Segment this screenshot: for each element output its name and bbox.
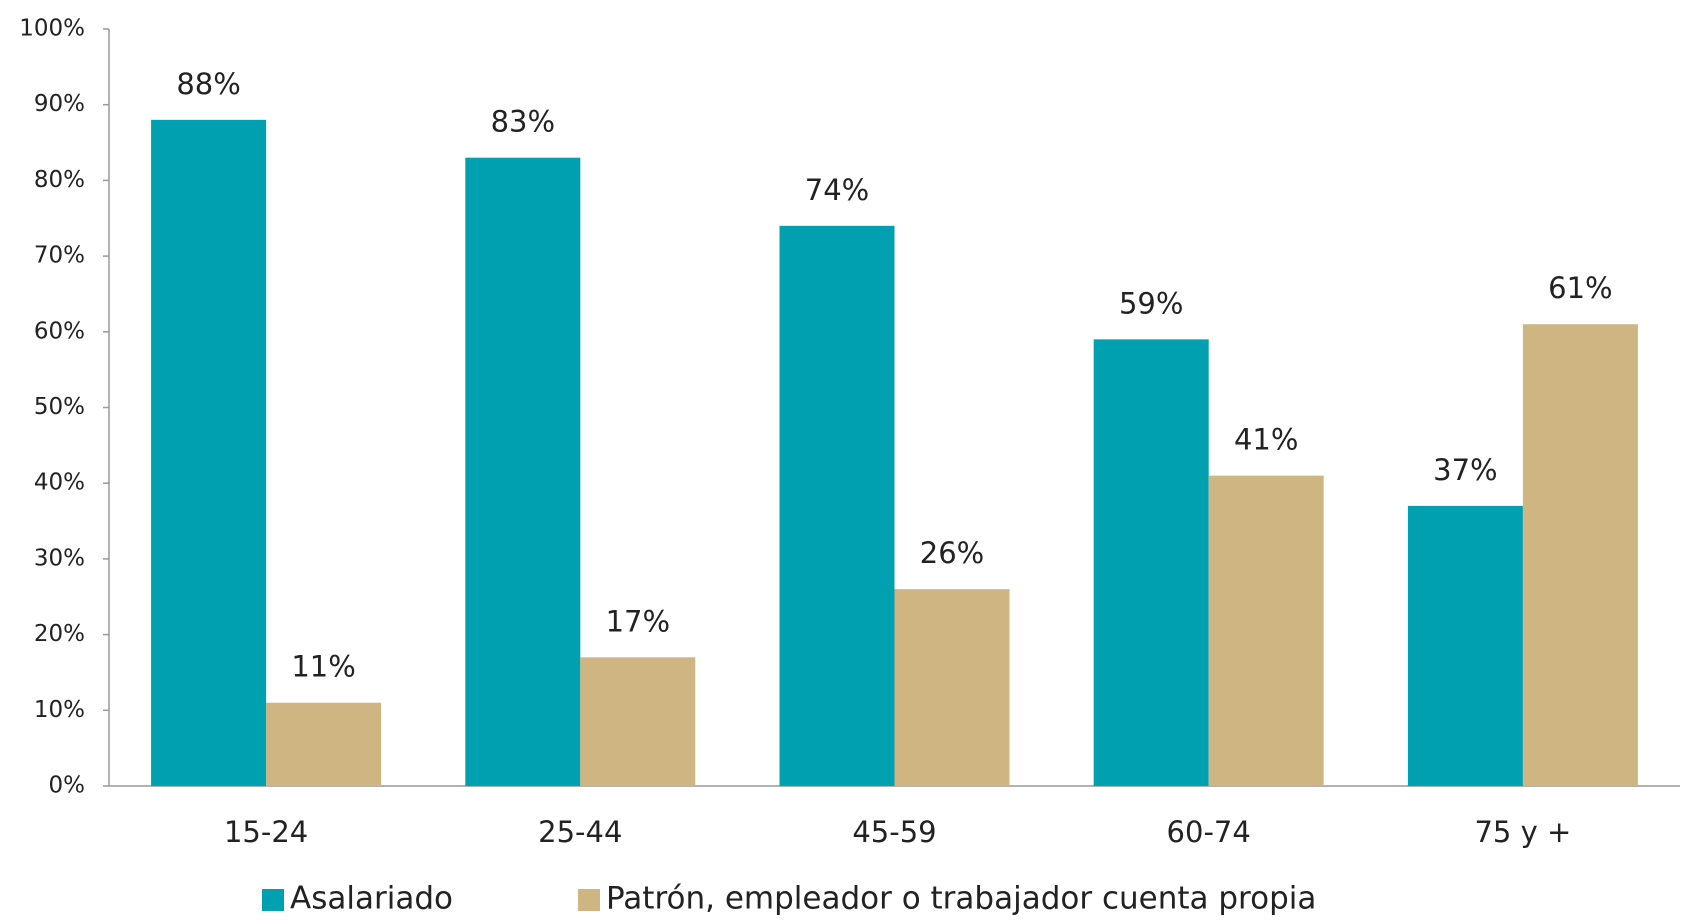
y-tick-label: 50% (34, 394, 85, 420)
value-label: 59% (1119, 286, 1183, 320)
value-label: 41% (1234, 423, 1298, 457)
bar (779, 225, 895, 786)
legend-swatch (578, 889, 600, 911)
y-tick-label: 60% (34, 318, 85, 344)
y-tick-label: 0% (49, 773, 86, 799)
legend-label: Asalariado (290, 881, 453, 917)
y-tick-label: 20% (34, 621, 85, 647)
bar (580, 657, 696, 786)
bar (1208, 475, 1324, 786)
value-label: 83% (491, 105, 555, 139)
value-label: 61% (1548, 271, 1612, 305)
y-tick-label: 30% (34, 545, 85, 571)
x-tick-label: 60-74 (1167, 815, 1251, 849)
bar (1522, 324, 1638, 786)
value-label: 37% (1433, 453, 1497, 487)
x-tick-label: 45-59 (852, 815, 936, 849)
value-label: 11% (291, 650, 355, 684)
value-label: 26% (920, 536, 984, 570)
value-label: 17% (606, 604, 670, 638)
bar (1093, 339, 1209, 786)
bar (894, 589, 1010, 786)
y-tick-label: 90% (34, 91, 85, 117)
value-label: 88% (176, 67, 240, 101)
x-tick-label: 75 y + (1474, 815, 1571, 849)
y-tick-label: 100% (19, 16, 85, 42)
legend-swatch (262, 889, 284, 911)
y-tick-label: 70% (34, 243, 85, 269)
bar (266, 702, 382, 786)
y-tick-label: 40% (34, 470, 85, 496)
y-tick-label: 80% (34, 167, 85, 193)
bar (1407, 505, 1523, 786)
legend-label: Patrón, empleador o trabajador cuenta pr… (606, 881, 1316, 917)
bar (151, 119, 267, 787)
y-tick-label: 10% (34, 697, 85, 723)
bar (465, 157, 581, 786)
value-label: 74% (805, 173, 869, 207)
x-tick-label: 15-24 (224, 815, 308, 849)
x-tick-label: 25-44 (538, 815, 622, 849)
